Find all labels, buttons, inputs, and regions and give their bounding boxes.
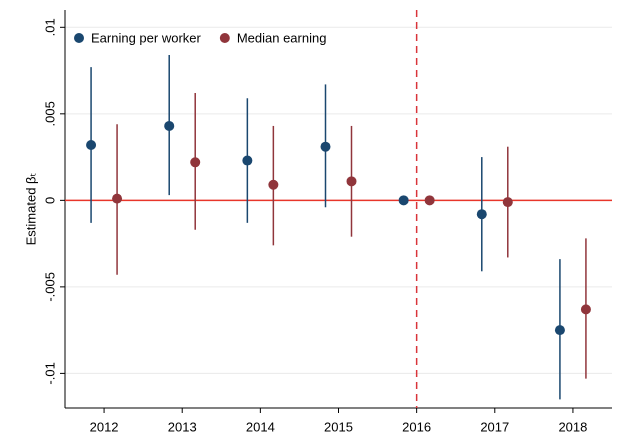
y-tick-label: .005 [42,101,57,126]
x-tick-label: 2014 [246,419,275,434]
point [190,157,201,168]
x-tick-label: 2018 [558,419,587,434]
point [112,193,123,204]
point [580,304,591,315]
legend-label: Median earning [237,30,327,45]
legend-marker [74,33,84,43]
point [268,179,279,190]
x-tick-label: 2015 [324,419,353,434]
point [242,155,253,166]
point [502,197,513,208]
y-axis-label: Estimated βₜ [23,172,38,245]
point [476,209,487,220]
y-tick-label: .01 [42,18,57,36]
y-tick-label: 0 [42,197,57,204]
point [424,195,435,206]
legend-marker [219,33,230,43]
point [86,139,97,150]
point [554,325,565,336]
y-tick-label: -.01 [42,362,57,384]
x-tick-label: 2016 [402,419,431,434]
legend-label: Earning per worker [91,30,201,45]
x-tick-label: 2013 [168,419,197,434]
point [346,176,357,187]
x-tick-label: 2017 [480,419,509,434]
point [398,195,409,206]
y-tick-label: -.005 [42,272,57,302]
x-tick-label: 2012 [90,419,119,434]
point [320,141,331,152]
point [164,120,175,131]
